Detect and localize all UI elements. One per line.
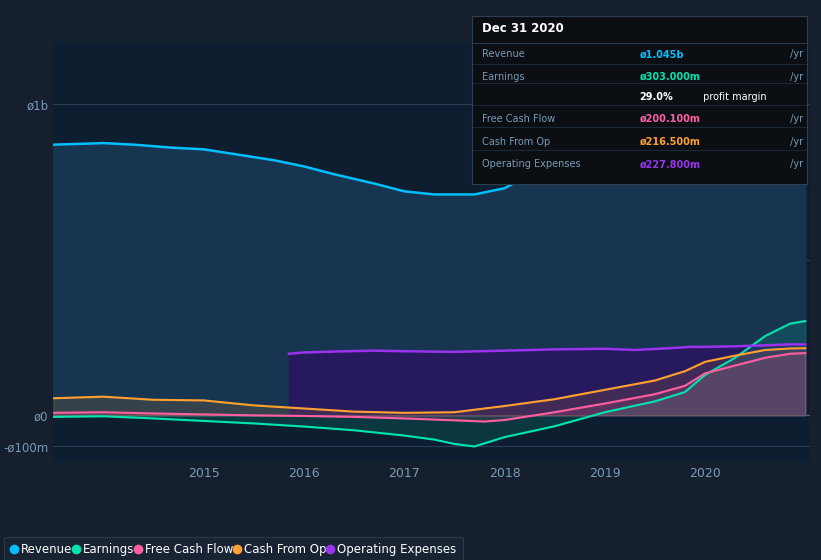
Legend: Revenue, Earnings, Free Cash Flow, Cash From Op, Operating Expenses: Revenue, Earnings, Free Cash Flow, Cash … [4,537,463,560]
Text: Dec 31 2020: Dec 31 2020 [482,22,564,35]
Text: Free Cash Flow: Free Cash Flow [482,114,555,124]
Text: ø227.800m: ø227.800m [640,159,700,169]
Text: Revenue: Revenue [482,49,525,59]
Text: 29.0%: 29.0% [640,92,673,102]
Text: ø303.000m: ø303.000m [640,72,700,82]
Text: Earnings: Earnings [482,72,525,82]
Text: ø200.100m: ø200.100m [640,114,700,124]
Text: ø216.500m: ø216.500m [640,137,700,147]
Text: profit margin: profit margin [699,92,767,102]
Text: Cash From Op: Cash From Op [482,137,550,147]
Text: /yr: /yr [787,137,803,147]
Text: /yr: /yr [787,159,803,169]
Text: Operating Expenses: Operating Expenses [482,159,580,169]
Text: ø1.045b: ø1.045b [640,49,684,59]
Text: /yr: /yr [787,49,803,59]
Text: /yr: /yr [787,114,803,124]
Text: /yr: /yr [787,72,803,82]
